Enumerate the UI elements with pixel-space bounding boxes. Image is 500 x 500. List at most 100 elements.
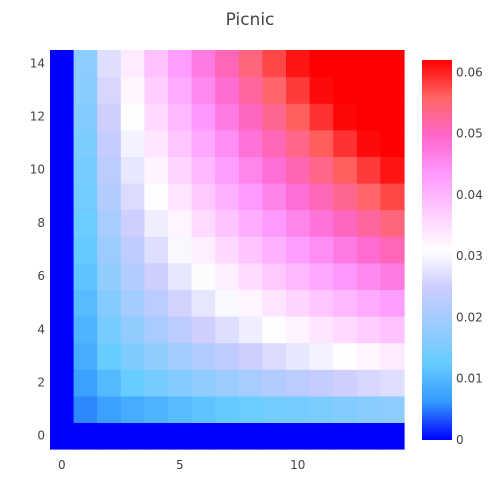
heatmap-cell bbox=[238, 156, 263, 184]
heatmap-cell bbox=[215, 129, 240, 157]
heatmap-cell bbox=[120, 129, 145, 157]
heatmap-cell bbox=[215, 236, 240, 264]
heatmap-cell bbox=[238, 183, 263, 211]
heatmap-cell bbox=[120, 156, 145, 184]
heatmap-cell bbox=[380, 369, 405, 397]
y-tick-label: 10 bbox=[30, 163, 45, 177]
heatmap-cell bbox=[191, 103, 216, 131]
heatmap-cell bbox=[191, 395, 216, 423]
heatmap-cell bbox=[144, 395, 169, 423]
x-tick-label: 10 bbox=[290, 458, 305, 472]
heatmap-cell bbox=[50, 342, 75, 370]
heatmap-cell bbox=[309, 289, 334, 317]
heatmap-cell bbox=[97, 76, 122, 104]
heatmap-cell bbox=[380, 103, 405, 131]
y-tick-label: 14 bbox=[30, 56, 45, 70]
heatmap-cell bbox=[286, 183, 311, 211]
heatmap-cell bbox=[144, 209, 169, 237]
y-tick-label: 12 bbox=[30, 110, 45, 124]
heatmap-cell bbox=[286, 236, 311, 264]
colorbar-tick-label: 0.02 bbox=[456, 310, 483, 324]
heatmap-cell bbox=[50, 183, 75, 211]
heatmap-cell bbox=[309, 395, 334, 423]
heatmap-cell bbox=[262, 129, 287, 157]
colorbar-ticks: 0 0.01 0.02 0.03 0.04 0.05 0.06 bbox=[456, 65, 483, 447]
heatmap-cell bbox=[50, 316, 75, 344]
heatmap-cell bbox=[262, 262, 287, 290]
heatmap-cell bbox=[97, 342, 122, 370]
heatmap-cell bbox=[191, 342, 216, 370]
heatmap-cell bbox=[333, 289, 358, 317]
heatmap-cell bbox=[238, 342, 263, 370]
heatmap-cell bbox=[50, 50, 75, 78]
heatmap-cell bbox=[73, 342, 98, 370]
heatmap-cell bbox=[168, 422, 193, 450]
heatmap-cell bbox=[262, 209, 287, 237]
colorbar bbox=[422, 60, 452, 440]
heatmap-cell bbox=[356, 316, 381, 344]
heatmap-cell bbox=[168, 262, 193, 290]
heatmap-cell bbox=[333, 50, 358, 78]
heatmap-cell bbox=[191, 236, 216, 264]
heatmap-cell bbox=[286, 316, 311, 344]
heatmap-cell bbox=[333, 262, 358, 290]
heatmap-cell bbox=[356, 209, 381, 237]
colorbar-tick-label: 0 bbox=[456, 433, 464, 447]
heatmap-cell bbox=[168, 183, 193, 211]
heatmap-cell bbox=[73, 369, 98, 397]
heatmap-cell bbox=[73, 209, 98, 237]
heatmap-cell bbox=[333, 129, 358, 157]
y-tick-label: 0 bbox=[37, 429, 45, 443]
heatmap-cell bbox=[144, 289, 169, 317]
heatmap-cell bbox=[238, 236, 263, 264]
heatmap-cell bbox=[380, 156, 405, 184]
heatmap-cell bbox=[286, 156, 311, 184]
heatmap-cell bbox=[333, 183, 358, 211]
heatmap-cell bbox=[144, 103, 169, 131]
heatmap-cell bbox=[309, 316, 334, 344]
heatmap-cell bbox=[215, 369, 240, 397]
heatmap-cell bbox=[286, 342, 311, 370]
heatmap-cell bbox=[73, 76, 98, 104]
heatmap-cell bbox=[191, 50, 216, 78]
heatmap-cell bbox=[120, 103, 145, 131]
heatmap-cell bbox=[286, 422, 311, 450]
heatmap-cell bbox=[168, 395, 193, 423]
heatmap-cell bbox=[238, 395, 263, 423]
heatmap-cell bbox=[356, 76, 381, 104]
heatmap-cell bbox=[50, 236, 75, 264]
heatmap-cell bbox=[333, 209, 358, 237]
heatmap-cell bbox=[215, 262, 240, 290]
heatmap-cell bbox=[73, 262, 98, 290]
heatmap-cell bbox=[380, 342, 405, 370]
heatmap-cell bbox=[73, 156, 98, 184]
heatmap-cell bbox=[262, 369, 287, 397]
heatmap-cell bbox=[144, 183, 169, 211]
heatmap-cell bbox=[73, 236, 98, 264]
y-axis-ticks: 0 2 4 6 8 10 12 14 bbox=[30, 56, 45, 442]
heatmap-cell bbox=[168, 342, 193, 370]
heatmap-cell bbox=[380, 289, 405, 317]
colorbar-tick-label: 0.01 bbox=[456, 372, 483, 386]
heatmap-cell bbox=[97, 103, 122, 131]
heatmap-cell bbox=[120, 342, 145, 370]
x-tick-label: 0 bbox=[58, 458, 66, 472]
heatmap-cell bbox=[333, 316, 358, 344]
heatmap-cell bbox=[191, 289, 216, 317]
heatmap-cell bbox=[262, 76, 287, 104]
heatmap-cell bbox=[238, 316, 263, 344]
heatmap-cell bbox=[168, 103, 193, 131]
heatmap-cell bbox=[309, 342, 334, 370]
heatmap-cell bbox=[286, 50, 311, 78]
heatmap-cell bbox=[120, 209, 145, 237]
heatmap-cell bbox=[380, 395, 405, 423]
heatmap-cell bbox=[380, 209, 405, 237]
heatmap-cell bbox=[120, 236, 145, 264]
heatmap-cell bbox=[333, 395, 358, 423]
heatmap-cell bbox=[356, 422, 381, 450]
heatmap-cell bbox=[120, 50, 145, 78]
heatmap-cell bbox=[333, 236, 358, 264]
heatmap-cell bbox=[380, 50, 405, 78]
heatmap-cell bbox=[168, 156, 193, 184]
heatmap-cell bbox=[356, 129, 381, 157]
